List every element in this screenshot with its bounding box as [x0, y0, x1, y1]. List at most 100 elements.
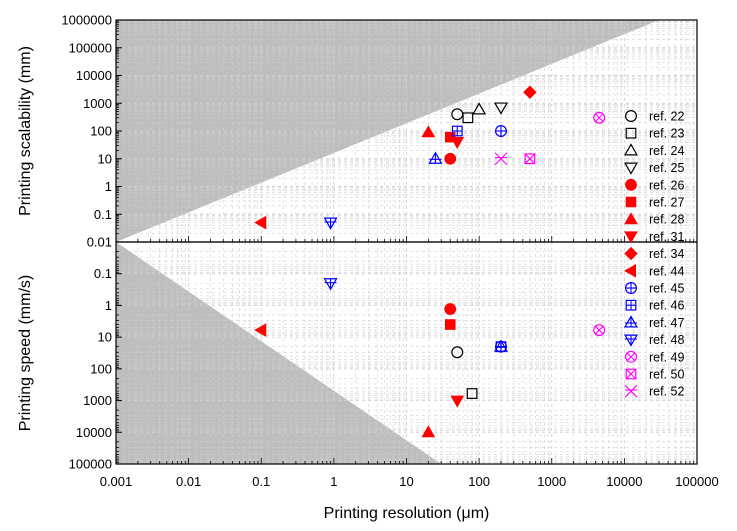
legend-entry: ref. 25	[623, 161, 684, 175]
data-point	[466, 388, 478, 399]
marker-shape	[493, 102, 509, 115]
legend-marker	[624, 109, 637, 122]
y-tick-label: 100	[90, 124, 112, 139]
legend-entry: ref. 49	[624, 350, 684, 364]
marker-shape	[593, 111, 606, 124]
data-point	[451, 346, 464, 359]
legend-label: ref. 25	[649, 161, 684, 175]
legend-entry: ref. 47	[623, 315, 684, 330]
legend-entry: ref. 26	[625, 178, 684, 192]
legend-label: ref. 47	[649, 316, 684, 330]
y-tick-label: 10000	[76, 425, 112, 440]
data-point	[493, 102, 509, 115]
legend-entry: ref. 22	[624, 109, 684, 124]
marker-shape	[524, 153, 536, 165]
legend-entry: ref. 27	[625, 196, 684, 210]
marker-shape	[451, 346, 464, 359]
legend-marker	[623, 315, 639, 328]
legend-entry: ref. 34	[624, 246, 684, 261]
x-tick-label: 0.01	[176, 474, 201, 489]
data-point	[428, 151, 443, 164]
legend-label: ref. 45	[649, 282, 684, 296]
shaded-region	[116, 242, 442, 464]
legend-label: ref. 49	[649, 350, 684, 364]
y-tick-label: 1	[105, 298, 112, 313]
y-tick-label: 0.1	[94, 207, 112, 222]
legend-marker	[623, 143, 639, 156]
legend: ref. 22 ref. 23 ref. 24 ref. 25 ref. 26 ref. …	[623, 109, 684, 399]
y-axis-label-speed: Printing speed (mm/s)	[17, 275, 34, 432]
marker-stroke	[594, 325, 604, 335]
data-point	[323, 217, 338, 230]
legend-marker	[624, 384, 638, 398]
legend-label: ref. 22	[649, 110, 684, 124]
legend-entry: ref. 46	[625, 299, 684, 313]
legend-marker	[625, 368, 637, 380]
x-tick-label: 0.1	[252, 474, 270, 489]
data-point	[444, 319, 456, 330]
marker-shape	[623, 162, 639, 175]
marker-shape	[462, 112, 474, 124]
data-point	[494, 152, 508, 166]
marker-shape	[625, 368, 637, 380]
legend-label: ref. 44	[649, 264, 684, 278]
y-tick-label: 1000	[83, 393, 112, 408]
legend-entry: ref. 52	[624, 384, 684, 399]
marker-shape	[450, 137, 465, 150]
legend-marker	[624, 350, 637, 363]
y-tick-label: 10000	[76, 68, 112, 83]
data-point	[523, 85, 537, 99]
marker-stroke	[624, 384, 638, 398]
marker-shape	[623, 143, 639, 156]
legend-label: ref. 27	[649, 196, 684, 210]
y-tick-label: 10	[98, 151, 112, 166]
y-tick-label: 0.01	[87, 235, 112, 250]
legend-marker	[625, 127, 637, 139]
x-tick-label: 100	[468, 474, 490, 489]
marker-shape	[444, 303, 457, 315]
legend-entry: ref. 31	[624, 230, 684, 244]
marker-shape	[624, 109, 637, 122]
gridlines	[116, 20, 697, 242]
data-point	[254, 215, 267, 230]
x-tick-label: 1	[330, 474, 337, 489]
marker-shape	[444, 319, 456, 330]
x-axis-label: Printing resolution (μm)	[324, 505, 490, 522]
marker-shape	[624, 212, 638, 225]
legend-entry: ref. 44	[623, 263, 684, 278]
y-tick-label: 100000	[69, 457, 112, 472]
marker-shape	[472, 102, 487, 115]
y-tick-label: 100	[90, 361, 112, 376]
data-point	[593, 324, 606, 337]
legend-entry: ref. 48	[623, 333, 684, 347]
legend-marker	[625, 178, 637, 191]
marker-shape	[624, 246, 638, 261]
data-point	[493, 339, 509, 352]
marker-shape	[523, 85, 537, 99]
data-point	[494, 124, 507, 137]
marker-shape	[254, 323, 267, 337]
legend-label: ref. 28	[649, 213, 684, 227]
marker-shape	[593, 324, 606, 337]
x-tick-label: 0.001	[100, 474, 133, 489]
panel-scalability: 0.01 0.1 1 10 100 1000 10000 100000 1000000	[61, 13, 698, 250]
legend-label: ref. 48	[649, 333, 684, 347]
y-tick-label: 0.1	[94, 266, 112, 281]
data-point	[444, 152, 457, 165]
data-point	[444, 303, 457, 315]
data-point	[421, 425, 436, 438]
legend-marker	[623, 162, 639, 175]
data-point	[450, 395, 465, 408]
marker-shape	[421, 125, 436, 138]
legend-entry: ref. 28	[624, 212, 684, 227]
y-tick-label: 100000	[69, 40, 112, 55]
x-axis: 0.001 0.01 0.1 1 10 100 1000 10000 100000	[100, 474, 719, 489]
data-point	[450, 137, 465, 150]
legend-marker	[623, 334, 639, 347]
marker-shape	[450, 395, 465, 408]
data-point	[472, 102, 487, 115]
x-tick-label: 10000	[606, 474, 642, 489]
marker-stroke	[524, 153, 536, 164]
marker-shape	[625, 196, 637, 208]
